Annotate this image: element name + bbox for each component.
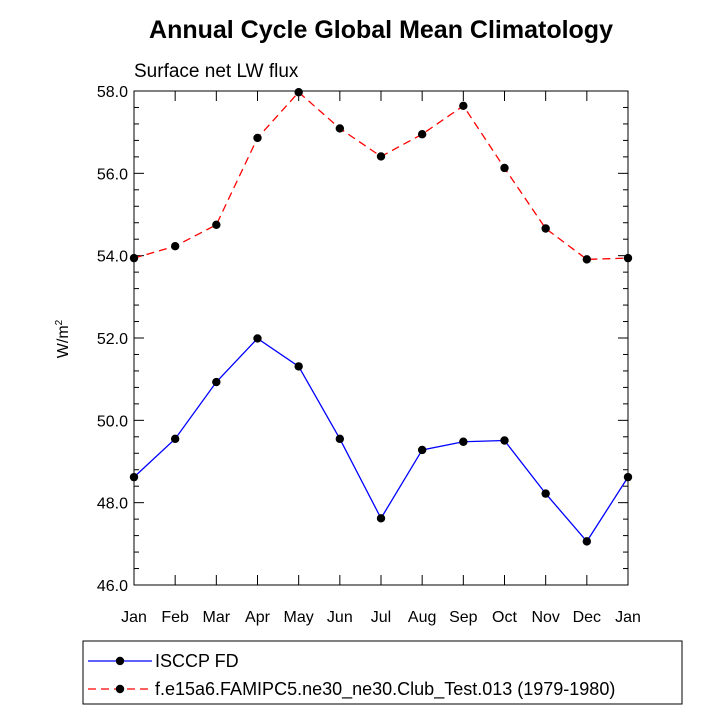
data-point (253, 133, 262, 143)
y-tick-label: 54.0 (97, 249, 128, 266)
data-point (129, 253, 139, 263)
data-point (170, 241, 180, 251)
x-tick-label: Feb (161, 609, 189, 626)
data-point (253, 334, 262, 343)
y-tick-label: 58.0 (97, 84, 128, 101)
data-point (376, 152, 386, 161)
data-point (417, 130, 427, 139)
plot-frame (133, 90, 629, 586)
legend-items: ISCCP FD f.e15a6.FAMIPC5.ne30_ne30.Club_T… (88, 651, 615, 700)
data-point (500, 163, 509, 173)
axis-tick-labels: Jan Feb Mar Apr May Jun Jul Aug Sep Oct Nov Dec Jan 4… (97, 84, 641, 626)
data-point (582, 255, 592, 264)
data-point (335, 124, 345, 133)
data-point (623, 472, 633, 482)
data-point (335, 434, 345, 444)
data-point (459, 437, 468, 446)
y-tick-label: 48.0 (97, 496, 128, 513)
y-axis-label: W/m2 (54, 319, 72, 358)
x-tick-label: Aug (408, 609, 436, 626)
x-tick-label: May (284, 609, 314, 626)
svg-text:W/m2: W/m2 (54, 319, 72, 358)
legend-marker (115, 684, 125, 694)
series-layer (129, 88, 633, 546)
legend-label: ISCCP FD (155, 651, 239, 671)
x-tick-label: Sep (449, 609, 478, 626)
data-point (582, 537, 592, 546)
legend: ISCCP FD f.e15a6.FAMIPC5.ne30_ne30.Club_T… (82, 640, 683, 705)
x-tick-label: Jan (615, 609, 641, 626)
legend-marker (115, 656, 125, 666)
data-point (212, 220, 221, 229)
y-axis-label-superscript: 2 (54, 319, 65, 325)
x-tick-label: Mar (203, 609, 231, 626)
x-tick-label: Oct (492, 609, 517, 626)
series-line (133, 91, 629, 261)
series-2 (129, 88, 633, 264)
x-tick-label: Dec (573, 609, 601, 626)
series-1 (129, 334, 633, 546)
data-point (623, 253, 633, 263)
x-tick-label: Nov (531, 609, 559, 626)
y-tick-label: 56.0 (97, 166, 128, 183)
y-tick-label: 52.0 (97, 331, 128, 348)
legend-label: f.e15a6.FAMIPC5.ne30_ne30.Club_Test.013 … (155, 679, 615, 700)
data-point (294, 88, 303, 97)
series-line (133, 337, 629, 543)
data-point (459, 101, 468, 111)
data-point (541, 224, 550, 233)
x-tick-label: Jun (327, 609, 353, 626)
data-point (417, 445, 427, 455)
chart-subtitle: Surface net LW flux (134, 61, 299, 82)
legend-item: f.e15a6.FAMIPC5.ne30_ne30.Club_Test.013 … (88, 679, 615, 700)
x-tick-label: Apr (245, 609, 271, 626)
chart-title: Annual Cycle Global Mean Climatology (149, 16, 613, 44)
legend-item: ISCCP FD (88, 651, 239, 671)
data-point (129, 472, 139, 482)
data-point (170, 434, 180, 444)
axis-ticks (133, 90, 629, 586)
data-point (376, 514, 386, 523)
y-tick-label: 46.0 (97, 578, 128, 595)
y-tick-label: 50.0 (97, 413, 128, 430)
data-point (500, 436, 509, 445)
data-point (294, 362, 303, 371)
data-point (212, 377, 221, 387)
y-axis-label-text: W/m (55, 325, 72, 358)
data-point (541, 489, 550, 498)
legend-box (82, 640, 683, 705)
x-tick-label: Jan (121, 609, 147, 626)
x-tick-label: Jul (371, 609, 391, 626)
